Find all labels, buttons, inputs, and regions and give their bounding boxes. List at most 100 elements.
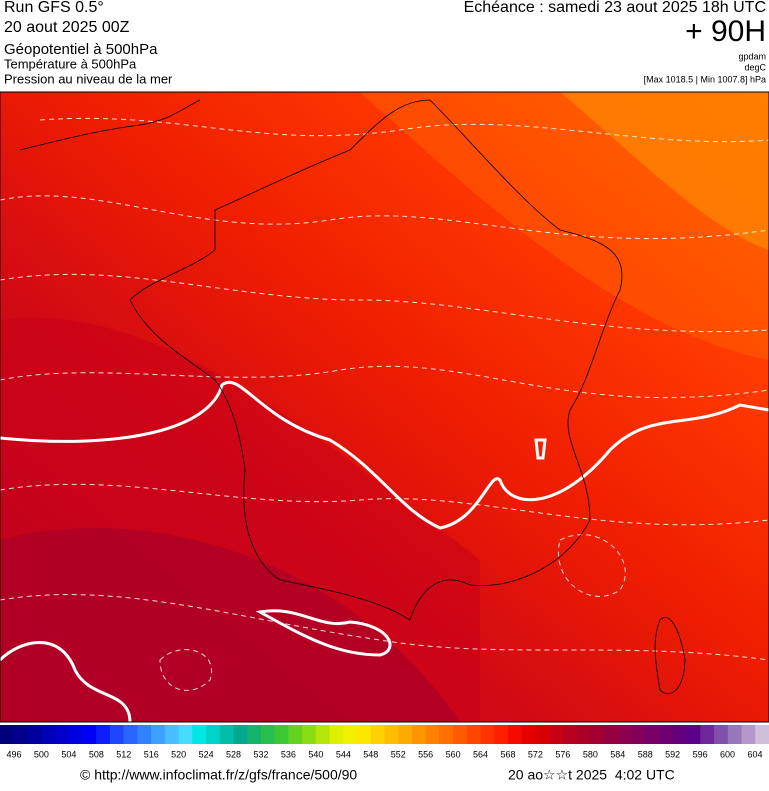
colorbar-tick-label: 596 — [693, 749, 708, 759]
colorbar-swatch — [41, 725, 56, 744]
colorbar-swatch — [370, 725, 385, 744]
colorbar-swatch — [563, 725, 578, 744]
colorbar-swatch — [315, 725, 331, 744]
colorbar-tick-label: 532 — [253, 749, 268, 759]
colorbar-swatch — [521, 725, 537, 744]
unit-label: degC — [744, 62, 766, 72]
colorbar-swatch — [109, 725, 125, 744]
colorbar-swatch — [151, 725, 166, 744]
colorbar-swatch — [27, 725, 42, 744]
source-url: © http://www.infoclimat.fr/z/gfs/france/… — [80, 767, 357, 783]
colorbar-tick-label: 572 — [528, 749, 543, 759]
colorbar-swatch — [357, 725, 372, 744]
colorbar-tick-label: 580 — [583, 749, 598, 759]
colorbar-swatch — [123, 725, 138, 744]
colorbar-swatch — [233, 725, 248, 744]
colorbar-tick-label: 592 — [665, 749, 680, 759]
colorbar-swatch — [672, 725, 688, 744]
colorbar-swatch — [398, 725, 413, 744]
field-label: Géopotentiel à 500hPa — [4, 41, 158, 58]
colorbar-swatch — [96, 725, 111, 744]
colorbar-tick-label: 600 — [720, 749, 735, 759]
colorbar-swatch — [714, 725, 729, 744]
colorbar-swatch — [686, 725, 701, 744]
colorbar-swatch — [494, 725, 509, 744]
colorbar-tick-label: 516 — [144, 749, 159, 759]
colorbar-swatch — [508, 725, 523, 744]
colorbar-tick-label: 540 — [308, 749, 323, 759]
colorbar-swatch — [645, 725, 660, 744]
generated-time: 20 ao☆☆t 2025 4:02 UTC — [508, 767, 675, 783]
colorbar-swatch — [480, 725, 495, 744]
colorbar-swatch — [329, 725, 344, 744]
colorbar-swatch — [425, 725, 440, 744]
colorbar-tick-label: 512 — [116, 749, 131, 759]
colorbar-swatch — [755, 725, 769, 744]
map — [0, 91, 769, 723]
colorbar-tick-label: 508 — [89, 749, 104, 759]
header: Run GFS 0.5° 20 aout 2025 00Z Géopotenti… — [4, 0, 767, 86]
pressure-range: [Max 1018.5 | Min 1007.8] hPa — [644, 74, 766, 84]
colorbar-swatch — [535, 725, 550, 744]
colorbar-swatch — [576, 725, 591, 744]
colorbar-swatch — [659, 725, 674, 744]
colorbar-swatch — [343, 725, 358, 744]
colorbar-swatch — [384, 725, 399, 744]
colorbar-swatch — [274, 725, 289, 744]
colorbar-swatch — [219, 725, 234, 744]
colorbar-swatch — [247, 725, 262, 744]
colorbar-swatch — [604, 725, 619, 744]
colorbar-tick-label: 552 — [391, 749, 406, 759]
colorbar-swatch — [727, 725, 743, 744]
footer: © http://www.infoclimat.fr/z/gfs/france/… — [80, 767, 675, 783]
colorbar-swatch — [0, 725, 15, 744]
colorbar-tick-label: 548 — [363, 749, 378, 759]
colorbar-swatch — [82, 725, 97, 744]
colorbar-swatch — [439, 725, 454, 744]
colorbar-tick-label: 588 — [638, 749, 653, 759]
run-date: 20 aout 2025 00Z — [4, 19, 130, 36]
colorbar-swatch — [617, 725, 633, 744]
colorbar-tick-label: 568 — [500, 749, 515, 759]
colorbar-tick-label: 520 — [171, 749, 186, 759]
colorbar-swatch — [205, 725, 221, 744]
colorbar-swatch — [466, 725, 482, 744]
colorbar-tick-label: 536 — [281, 749, 296, 759]
colorbar-tick-label: 564 — [473, 749, 488, 759]
unit-label: gpdam — [738, 51, 766, 61]
colorbar-tick-label: 560 — [446, 749, 461, 759]
field-label: Température à 500hPa — [4, 56, 137, 71]
colorbar-swatch — [68, 725, 83, 744]
colorbar-tick-label: 604 — [747, 749, 762, 759]
colorbar-tick-label: 524 — [199, 749, 214, 759]
colorbar-swatch — [741, 725, 756, 744]
colorbar-swatch — [411, 725, 427, 744]
colorbar-swatch — [54, 725, 70, 744]
colorbar-tick-label: 504 — [61, 749, 76, 759]
colorbar-swatch — [302, 725, 317, 744]
colorbar-tick-label: 576 — [555, 749, 570, 759]
colorbar-tick-label: 556 — [418, 749, 433, 759]
colorbar-tick-label: 544 — [336, 749, 351, 759]
colorbar-tick-label: 528 — [226, 749, 241, 759]
colorbar-swatch — [549, 725, 564, 744]
lead-time: + 90H — [685, 15, 766, 48]
colorbar-tick-label: 500 — [34, 749, 49, 759]
run-label: Run GFS 0.5° — [4, 0, 104, 16]
colorbar: 496 500 504 508 512 516 520 524 528 532 536 540 544 5… — [0, 725, 769, 759]
colorbar-swatch — [13, 725, 28, 744]
colorbar-tick-label: 496 — [6, 749, 21, 759]
colorbar-swatch — [260, 725, 276, 744]
colorbar-swatch — [288, 725, 303, 744]
colorbar-swatch — [590, 725, 605, 744]
forecast-label: Echéance : samedi 23 aout 2025 18h UTC — [464, 0, 766, 16]
colorbar-swatch — [700, 725, 715, 744]
colorbar-swatch — [164, 725, 180, 744]
colorbar-swatch — [192, 725, 207, 744]
colorbar-tick-label: 584 — [610, 749, 625, 759]
colorbar-swatch — [178, 725, 193, 744]
field-label: Pression au niveau de la mer — [4, 71, 173, 86]
colorbar-swatch — [137, 725, 152, 744]
